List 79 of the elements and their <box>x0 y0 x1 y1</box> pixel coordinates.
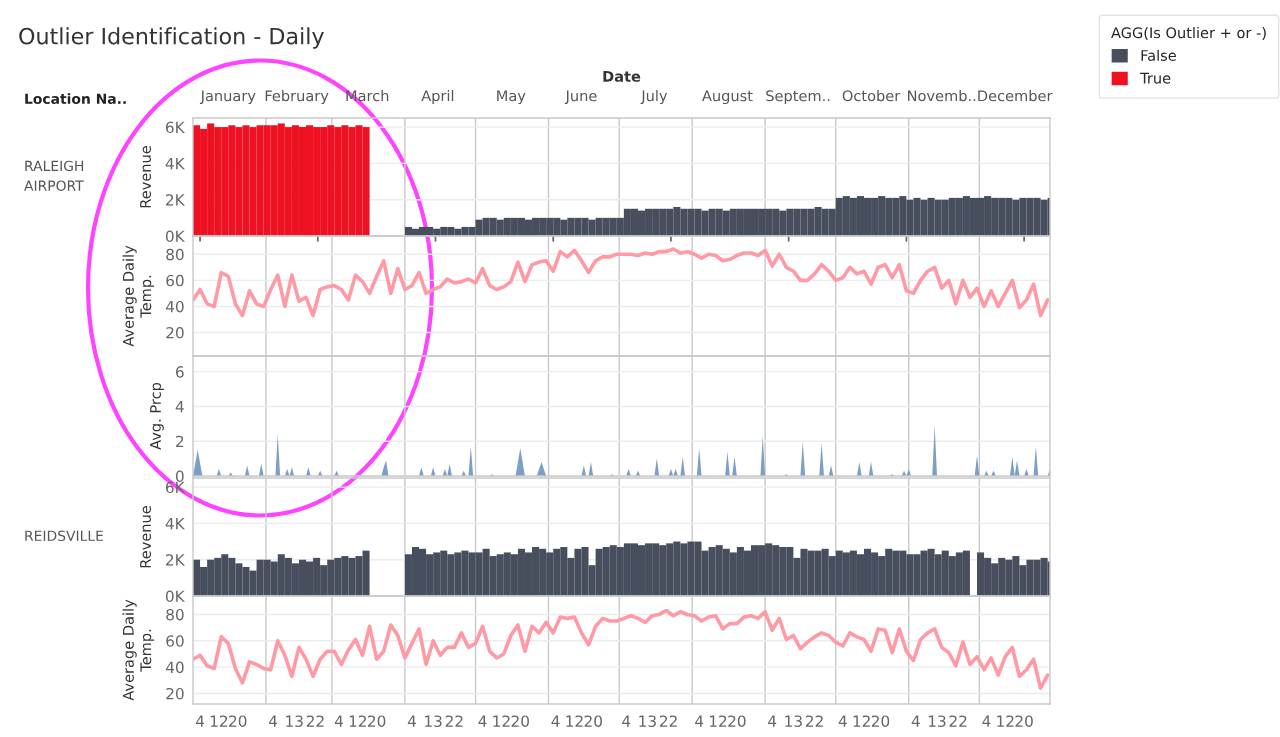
x2-tick-label: Septem.. <box>766 90 830 105</box>
x-tick-label: 12 <box>709 715 727 727</box>
y-axis-title: Avg. Prcp <box>150 382 164 450</box>
y-axis-title: Average Daily Temp. <box>122 245 155 347</box>
x2-tick-label: July <box>640 90 668 105</box>
text: REIDSVILLE <box>25 530 103 542</box>
y-axis-title: Revenue <box>140 506 151 568</box>
x2-tick-label: Novemb.. <box>908 90 976 102</box>
x-tick-label: 20 <box>728 715 746 727</box>
x-tick-label: 4 <box>982 715 991 727</box>
x2-axis-title: Date <box>603 71 641 82</box>
legend-title: AGG(Is Outlier + or -) <box>1111 26 1266 40</box>
x-tick-label: 13 <box>286 715 303 727</box>
x-tick-label: 22 <box>949 715 967 727</box>
x-tick-label: 22 <box>306 715 324 727</box>
y-tick-label: 80 <box>166 248 184 261</box>
x2-tick-label: May <box>497 90 526 105</box>
y-tick-label: 2K <box>166 194 185 206</box>
x-tick-label: 12 <box>997 715 1014 727</box>
x-tick-label: 13 <box>785 715 802 727</box>
x-tick-label: 22 <box>659 715 677 727</box>
legend-label: False <box>1141 49 1176 61</box>
x-tick-label: 4 <box>838 715 847 727</box>
x-tick-label: 12 <box>493 715 510 727</box>
x-tick-label: 20 <box>1015 715 1033 727</box>
y-tick-label: 0K <box>165 230 185 243</box>
x2-tick-label: August <box>702 90 753 105</box>
x-tick-label: 13 <box>639 715 656 727</box>
legend-label: True <box>1140 72 1171 84</box>
y-tick-label: 40 <box>165 300 184 313</box>
y-tick-label: 2 <box>176 435 184 448</box>
x-tick-label: 4 <box>407 715 416 727</box>
x-tick-label: 22 <box>445 715 463 727</box>
x-tick-label: 13 <box>928 715 946 727</box>
x-tick-label: 12 <box>853 715 870 727</box>
y-axis-title: Average Daily Temp. <box>122 599 155 701</box>
y-tick-label: 0 <box>175 470 184 483</box>
y-tick-label: 20 <box>166 687 184 700</box>
x-tick-label: 4 <box>334 715 343 727</box>
y-axis-title: Revenue <box>140 146 151 208</box>
x-tick-label: 22 <box>805 715 823 727</box>
x-tick-label: 20 <box>229 715 247 727</box>
text: RALEIGH AIRPORT <box>24 160 84 191</box>
y-tick-label: 4K <box>165 518 185 530</box>
y-tick-label: 60 <box>166 274 184 287</box>
x2-tick-label: April <box>421 90 454 105</box>
x2-tick-label: June <box>564 90 597 104</box>
y-tick-label: 20 <box>166 326 184 339</box>
x-tick-label: 4 <box>622 715 631 727</box>
y-tick-label: 6 <box>176 366 184 378</box>
x-tick-label: 4 <box>768 715 777 727</box>
x2-tick-label: February <box>265 90 329 105</box>
y-tick-label: 2K <box>166 554 185 566</box>
x-tick-label: 4 <box>551 715 560 727</box>
y-tick-label: 40 <box>165 661 184 674</box>
x-tick-label: 12 <box>349 715 366 727</box>
x-tick-label: 4 <box>478 715 487 727</box>
text: Location Na.. <box>25 93 126 105</box>
x2-tick-label: October <box>842 90 901 102</box>
y-tick-label: 4 <box>175 401 184 413</box>
x-tick-label: 12 <box>566 715 583 727</box>
x-tick-label: 4 <box>195 715 205 727</box>
x-tick-label: 4 <box>695 715 704 727</box>
x-tick-label: 12 <box>210 715 228 727</box>
x-tick-label: 20 <box>368 715 386 727</box>
y-tick-label: 60 <box>166 635 184 647</box>
x-tick-label: 4 <box>911 715 920 727</box>
y-tick-label: 6K <box>165 121 185 134</box>
y-tick-label: 0K <box>165 590 185 603</box>
x2-tick-label: January <box>199 90 256 105</box>
x-tick-label: 13 <box>425 715 442 727</box>
x-tick-label: 4 <box>268 715 278 727</box>
y-tick-label: 4K <box>165 158 185 170</box>
x-tick-label: 20 <box>511 715 529 727</box>
x2-tick-label: December <box>978 90 1053 102</box>
x-tick-label: 20 <box>871 715 890 727</box>
x-tick-label: 20 <box>584 715 602 727</box>
y-tick-label: 80 <box>166 608 184 621</box>
chart-title: Outlier Identification - Daily <box>19 27 324 49</box>
